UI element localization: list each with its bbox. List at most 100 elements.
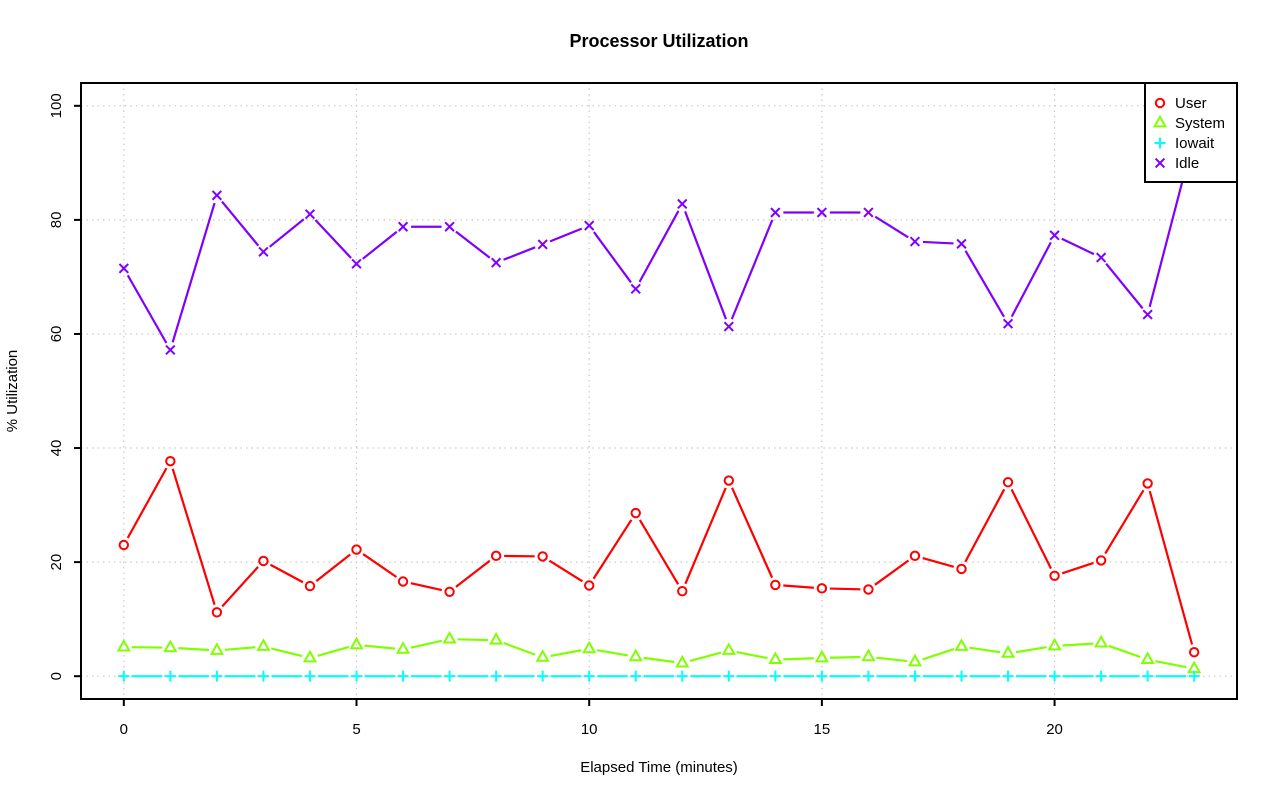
circle-marker xyxy=(723,475,735,486)
legend-label: Iowait xyxy=(1175,135,1215,152)
triangle-marker xyxy=(768,651,783,665)
series-segment xyxy=(969,646,1001,654)
series-segment xyxy=(922,240,954,245)
circle-marker xyxy=(211,607,223,618)
plus-marker xyxy=(118,670,130,682)
triangle-marker xyxy=(442,630,457,644)
series-segment xyxy=(549,227,583,243)
circle-marker xyxy=(304,580,316,592)
circle-marker xyxy=(118,539,130,551)
circle-marker xyxy=(1095,555,1107,566)
x-marker xyxy=(863,207,874,218)
plus-marker xyxy=(676,670,688,682)
plus-marker xyxy=(769,670,781,682)
x-marker xyxy=(770,207,781,218)
legend: User System Iowait Idle xyxy=(1144,82,1238,183)
plus-marker xyxy=(816,670,828,682)
series-segment xyxy=(1108,644,1141,659)
triangle-marker xyxy=(628,648,643,662)
y-axis: 0 20 40 60 80 100 xyxy=(48,93,81,680)
triangle-marker xyxy=(954,638,969,651)
series-segment xyxy=(736,650,768,660)
series-segment xyxy=(362,553,398,578)
series-segment xyxy=(270,647,303,658)
circle-marker xyxy=(1049,570,1060,581)
x-marker xyxy=(258,246,269,257)
circle-marker xyxy=(444,586,455,597)
series-segment xyxy=(596,649,629,657)
triangle-marker xyxy=(675,654,690,668)
series-segment xyxy=(317,645,350,657)
triangle-marker xyxy=(489,632,504,645)
circle-marker xyxy=(490,550,502,562)
series-segment xyxy=(1148,490,1194,645)
circle-marker xyxy=(1142,478,1153,489)
series-segment xyxy=(221,200,260,247)
circle-marker xyxy=(537,551,548,562)
series-segment xyxy=(268,218,305,248)
series-segment xyxy=(364,644,396,650)
plus-marker xyxy=(397,670,409,682)
plus-marker xyxy=(211,670,223,682)
circle-marker xyxy=(1002,477,1014,488)
x-marker xyxy=(1049,230,1060,241)
series-segment xyxy=(457,638,489,642)
x-marker xyxy=(211,190,222,201)
series-segment xyxy=(126,467,168,539)
plus-marker xyxy=(1095,670,1107,682)
plus-marker xyxy=(304,670,316,682)
y-tick-label: 40 xyxy=(48,440,65,457)
plus-marker xyxy=(909,670,921,682)
series-segment xyxy=(643,656,675,664)
series-segment xyxy=(689,651,722,663)
x-marker xyxy=(630,283,641,295)
triangle-marker xyxy=(582,640,597,654)
x-marker xyxy=(444,221,455,232)
series-segment xyxy=(550,649,582,657)
triangle-marker xyxy=(907,653,923,667)
circle-marker xyxy=(630,507,641,519)
x-marker xyxy=(909,236,921,247)
x-marker xyxy=(351,258,362,269)
plus-marker xyxy=(164,670,176,682)
triangle-marker xyxy=(1000,645,1016,658)
circle-marker xyxy=(956,563,967,575)
triangle-marker xyxy=(209,642,224,655)
series-segment xyxy=(1010,241,1052,318)
triangle-marker xyxy=(349,636,364,650)
series-segment xyxy=(1104,489,1145,555)
series-segment xyxy=(783,584,814,589)
triangle-marker xyxy=(1140,651,1155,665)
y-axis-title: % Utilization xyxy=(4,350,21,433)
triangle-marker xyxy=(1094,634,1109,648)
series-segment xyxy=(964,250,1005,318)
x-marker xyxy=(1002,318,1014,329)
series-segment xyxy=(1062,642,1094,647)
series-segment xyxy=(362,230,398,260)
series-segment xyxy=(224,646,256,651)
series-segment xyxy=(1155,660,1187,669)
series-segment xyxy=(171,202,216,343)
triangle-marker xyxy=(302,649,318,663)
circle-marker xyxy=(770,579,781,591)
circle-marker xyxy=(909,550,921,562)
series-system xyxy=(116,630,1202,674)
series-segment xyxy=(874,559,910,586)
triangle-marker xyxy=(1152,114,1168,128)
series-user xyxy=(118,455,1200,658)
y-tick-label: 100 xyxy=(48,93,65,118)
plus-marker xyxy=(537,670,549,682)
series-segment xyxy=(731,487,774,579)
series-segment xyxy=(410,582,443,592)
circle-marker xyxy=(677,586,688,597)
series-segment xyxy=(503,246,536,261)
series-segment xyxy=(1061,237,1095,256)
series-segment xyxy=(221,566,259,608)
circle-marker xyxy=(1188,647,1200,658)
triangle-marker xyxy=(535,649,550,662)
series-segment xyxy=(829,587,861,591)
legend-label: User xyxy=(1175,95,1207,112)
plus-marker xyxy=(444,670,456,682)
plus-marker xyxy=(351,670,363,682)
